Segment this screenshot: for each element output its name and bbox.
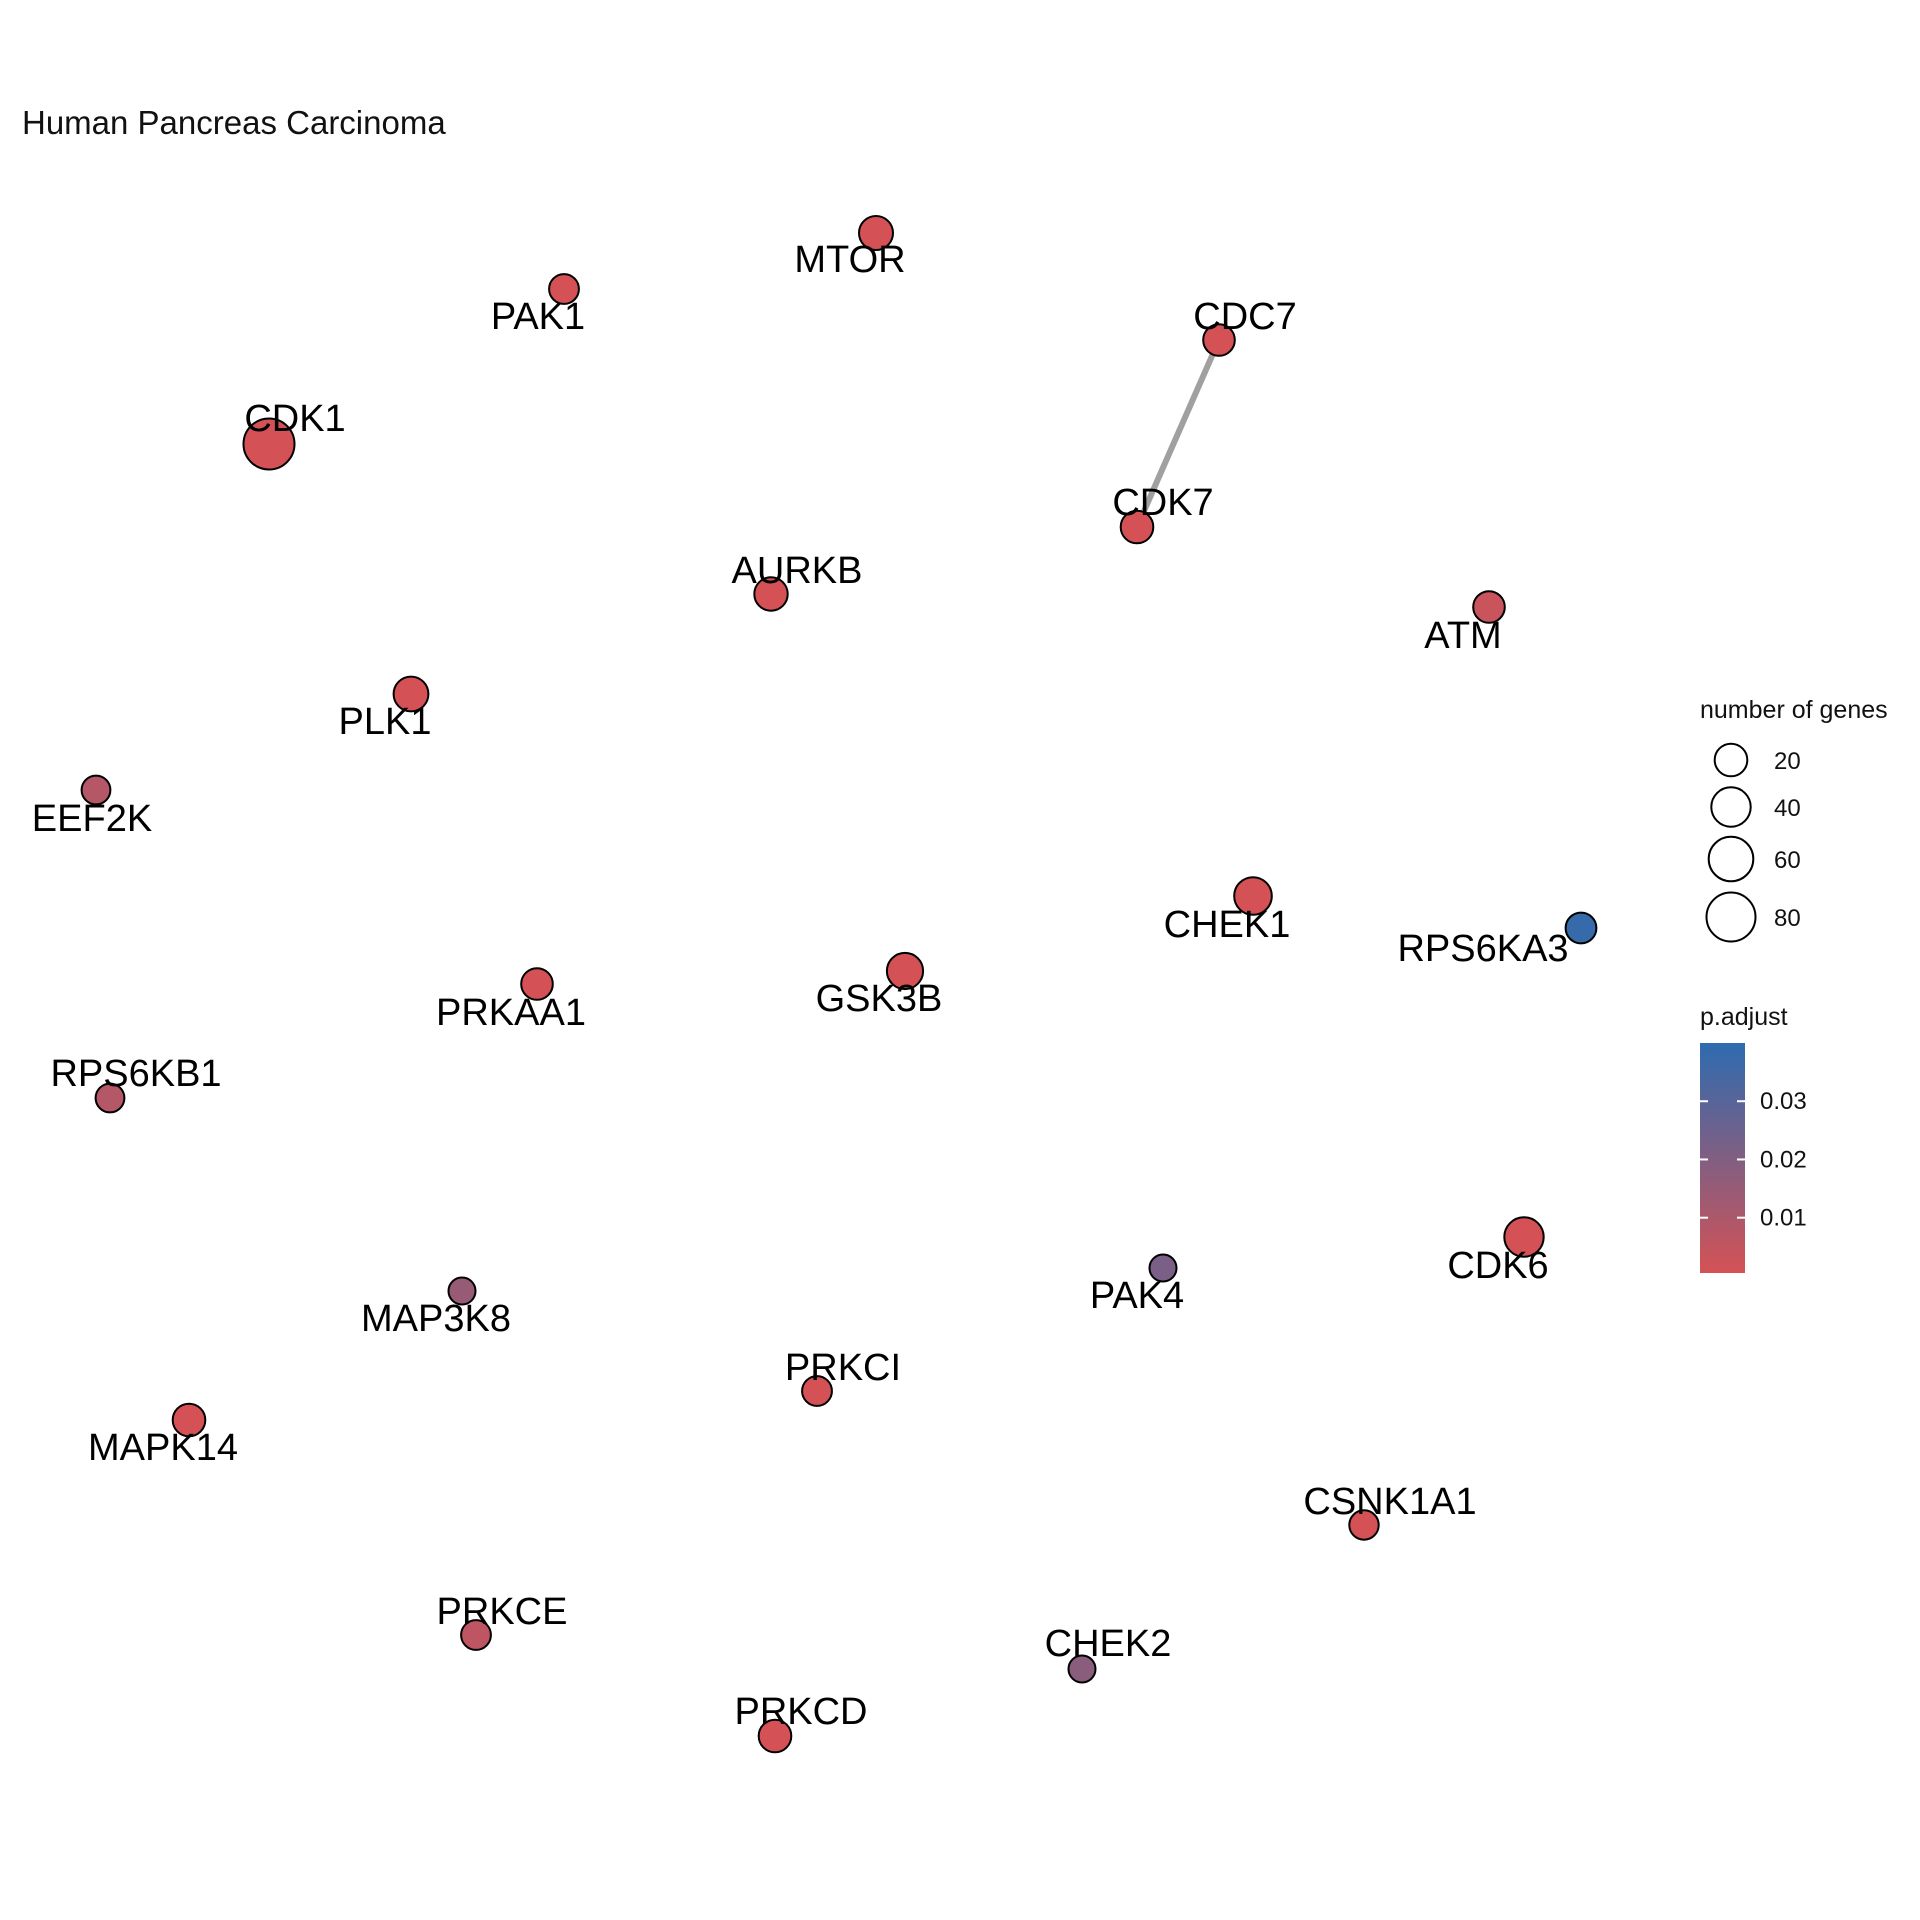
- size-legend: number of genes 20 40 60 80: [1700, 696, 1888, 943]
- node-pak4[interactable]: [1148, 1253, 1178, 1283]
- node-label-csnk1a1: CSNK1A1: [1303, 1481, 1476, 1523]
- node-label-chek2: CHEK2: [1045, 1623, 1172, 1665]
- color-tick-label-0.03: 0.03: [1760, 1088, 1807, 1115]
- size-key-40: [1710, 786, 1752, 828]
- color-tick-label-0.01: 0.01: [1760, 1205, 1807, 1232]
- node-gsk3b[interactable]: [885, 951, 925, 991]
- label-layer: MTOR PAK1 CDC7 CDK1 CDK7 AURKB ATM PLK1 EEF2K CHE…: [32, 239, 1569, 1733]
- node-rps6ka3[interactable]: [1564, 911, 1598, 945]
- size-key-label-60: 60: [1774, 847, 1801, 874]
- node-prkcd[interactable]: [757, 1718, 793, 1754]
- node-label-cdk1: CDK1: [244, 398, 345, 440]
- node-plk1[interactable]: [392, 675, 430, 713]
- node-prkaa1[interactable]: [520, 967, 554, 1001]
- node-label-mapk14: MAPK14: [88, 1427, 238, 1469]
- node-mtor[interactable]: [858, 215, 894, 251]
- node-label-pak4: PAK4: [1090, 1275, 1184, 1317]
- edge-cdc7-cdk7: [1134, 338, 1222, 529]
- node-label-plk1: PLK1: [339, 701, 432, 743]
- node-prkce[interactable]: [460, 1619, 492, 1651]
- node-layer: [80, 215, 1598, 1754]
- size-key-label-80: 80: [1774, 905, 1801, 932]
- node-cdc7[interactable]: [1202, 323, 1236, 357]
- node-label-prkce: PRKCE: [437, 1591, 568, 1633]
- node-aurkb[interactable]: [753, 576, 789, 612]
- size-key-20: [1713, 742, 1749, 778]
- color-legend: p.adjust 0.03 0.02 0.01: [1700, 1003, 1807, 1273]
- node-label-eef2k: EEF2K: [32, 798, 152, 840]
- node-label-atm: ATM: [1424, 615, 1501, 657]
- node-label-chek1: CHEK1: [1164, 904, 1291, 946]
- size-key-60: [1707, 835, 1755, 883]
- size-key-80: [1705, 891, 1757, 943]
- chart-title: Human Pancreas Carcinoma: [22, 104, 446, 141]
- color-tick-label-0.02: 0.02: [1760, 1146, 1807, 1173]
- node-map3k8[interactable]: [447, 1276, 477, 1306]
- node-cdk1[interactable]: [242, 417, 296, 471]
- node-label-cdc7: CDC7: [1193, 296, 1296, 338]
- node-csnk1a1[interactable]: [1348, 1509, 1380, 1541]
- node-label-cdk6: CDK6: [1447, 1245, 1548, 1287]
- node-label-gsk3b: GSK3B: [816, 978, 943, 1020]
- node-label-pak1: PAK1: [491, 296, 585, 338]
- size-key-label-20: 20: [1774, 748, 1801, 775]
- node-chek1[interactable]: [1233, 876, 1273, 916]
- node-label-map3k8: MAP3K8: [361, 1298, 511, 1340]
- node-chek2[interactable]: [1067, 1654, 1097, 1684]
- node-label-rps6kb1: RPS6KB1: [50, 1053, 221, 1095]
- p-adjust-colorbar: [1700, 1043, 1745, 1273]
- edge-layer: [1134, 338, 1222, 529]
- node-prkci[interactable]: [801, 1375, 833, 1407]
- node-label-cdk7: CDK7: [1112, 482, 1213, 524]
- node-label-rps6ka3: RPS6KA3: [1397, 928, 1568, 970]
- node-cdk6[interactable]: [1503, 1216, 1545, 1258]
- node-label-aurkb: AURKB: [732, 550, 863, 592]
- node-label-prkcd: PRKCD: [734, 1691, 867, 1733]
- node-eef2k[interactable]: [80, 774, 112, 806]
- node-mapk14[interactable]: [171, 1402, 207, 1438]
- size-legend-title: number of genes: [1700, 696, 1888, 724]
- node-cdk7[interactable]: [1119, 509, 1155, 545]
- color-legend-title: p.adjust: [1700, 1003, 1788, 1031]
- node-label-prkci: PRKCI: [785, 1347, 901, 1389]
- node-atm[interactable]: [1472, 590, 1506, 624]
- node-pak1[interactable]: [548, 273, 580, 305]
- node-rps6kb1[interactable]: [94, 1082, 126, 1114]
- size-key-label-40: 40: [1774, 795, 1801, 822]
- node-label-prkaa1: PRKAA1: [436, 992, 586, 1034]
- node-label-mtor: MTOR: [794, 239, 905, 281]
